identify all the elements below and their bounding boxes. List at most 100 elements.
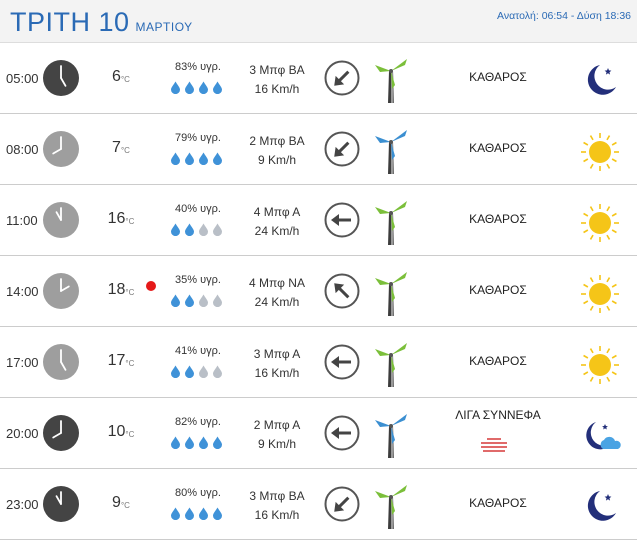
- wind-speed: 24 Km/h: [254, 295, 300, 309]
- forecast-row[interactable]: 20:00 10°C 82% υγρ. 2 Μπφ Α 9 Km/h ΛΙΓΑ Σ…: [0, 398, 637, 469]
- water-drop-icon: [199, 436, 208, 450]
- forecast-row[interactable]: 08:00 7°C 79% υγρ. 2 Μπφ ΒΑ 9 Km/h ΚΑΘΑΡΟ…: [0, 114, 637, 185]
- sun-icon: [578, 343, 622, 387]
- forecast-row[interactable]: 23:00 9°C 80% υγρ. 3 Μπφ ΒΑ 16 Km/h ΚΑΘΑΡ…: [0, 469, 637, 540]
- water-drop-icon: [199, 365, 208, 379]
- day-title: ΤΡΙΤΗ 10 ΜΑΡΤΙΟΥ: [10, 7, 193, 37]
- clock-icon: [43, 131, 79, 167]
- arrow-up-left-icon: [324, 273, 360, 309]
- humidity-label: 80% υγρ.: [175, 487, 221, 499]
- forecast-list: 05:00 6°C 83% υγρ. 3 Μπφ ΒΑ 16 Km/h ΚΑΘΑΡ…: [0, 43, 637, 540]
- temperature-value: 9: [112, 494, 121, 511]
- forecast-row[interactable]: 11:00 16°C 40% υγρ. 4 Μπφ Α 24 Km/h ΚΑΘΑΡ…: [0, 185, 637, 256]
- humidity-label: 40% υγρ.: [175, 203, 221, 215]
- arrow-left-icon: [324, 202, 360, 238]
- water-drop-icon: [213, 436, 222, 450]
- temperature-value: 16: [107, 210, 126, 227]
- time-label: 08:00: [6, 142, 39, 157]
- sun-icon: [578, 130, 622, 174]
- water-drop-icon: [199, 152, 208, 166]
- wind-info: 3 Μπφ ΒΑ 16 Km/h: [236, 61, 318, 99]
- temperature: 17°C: [100, 352, 142, 370]
- water-drop-icon: [171, 365, 180, 379]
- humidity-drops: [170, 436, 226, 450]
- time-label: 23:00: [6, 497, 39, 512]
- time-label: 17:00: [6, 355, 39, 370]
- wind-info: 2 Μπφ ΒΑ 9 Km/h: [236, 132, 318, 170]
- temperature: 9°C: [100, 494, 142, 512]
- wind-info: 4 Μπφ ΝΑ 24 Km/h: [236, 274, 318, 312]
- wind-turbine-icon: [372, 479, 410, 531]
- clock-icon: [43, 415, 79, 451]
- temperature-value: 7: [112, 139, 121, 156]
- wind-info: 4 Μπφ Α 24 Km/h: [236, 203, 318, 241]
- moon-cloud-icon: [578, 414, 622, 458]
- water-drop-icon: [185, 365, 194, 379]
- water-drop-icon: [213, 223, 222, 237]
- water-drop-icon: [185, 507, 194, 521]
- water-drop-icon: [199, 507, 208, 521]
- clock-icon: [43, 344, 79, 380]
- temperature-value: 10: [107, 423, 126, 440]
- humidity-label: 79% υγρ.: [175, 132, 221, 144]
- water-drop-icon: [171, 81, 180, 95]
- sun-icon: [578, 201, 622, 245]
- humidity-drops: [170, 81, 226, 95]
- condition-label: ΚΑΘΑΡΟΣ: [469, 354, 527, 368]
- forecast-row[interactable]: 14:00 18°C 35% υγρ. 4 Μπφ ΝΑ 24 Km/h ΚΑΘΑ…: [0, 256, 637, 327]
- wind-force: 2 Μπφ Α: [253, 418, 301, 432]
- condition-label: ΚΑΘΑΡΟΣ: [469, 212, 527, 226]
- wind-force: 3 Μπφ ΒΑ: [249, 489, 305, 503]
- humidity-label: 41% υγρ.: [175, 345, 221, 357]
- temperature: 7°C: [100, 139, 142, 157]
- condition-label: ΚΑΘΑΡΟΣ: [469, 141, 527, 155]
- wind-turbine-icon: [372, 408, 410, 460]
- water-drop-icon: [213, 81, 222, 95]
- wind-info: 2 Μπφ Α 9 Km/h: [236, 416, 318, 454]
- clock-icon: [43, 486, 79, 522]
- water-drop-icon: [185, 294, 194, 308]
- clock-icon: [43, 202, 79, 238]
- wind-info: 3 Μπφ ΒΑ 16 Km/h: [236, 487, 318, 525]
- temperature-unit: °C: [125, 430, 135, 439]
- humidity-drops: [170, 507, 226, 521]
- water-drop-icon: [213, 507, 222, 521]
- condition-label: ΛΙΓΑ ΣΥΝΝΕΦΑ: [455, 408, 541, 422]
- time-label: 14:00: [6, 284, 39, 299]
- temperature-value: 17: [107, 352, 126, 369]
- cloud-icon: [479, 435, 509, 453]
- water-drop-icon: [185, 223, 194, 237]
- clock-icon: [43, 60, 79, 96]
- temperature: 16°C: [100, 210, 142, 228]
- water-drop-icon: [199, 223, 208, 237]
- sunrise-sunset: Ανατολή: 06:54 - Δύση 18:36: [497, 10, 631, 22]
- temperature-unit: °C: [120, 146, 130, 155]
- condition-label: ΚΑΘΑΡΟΣ: [469, 70, 527, 84]
- sun-icon: [578, 272, 622, 316]
- water-drop-icon: [213, 294, 222, 308]
- water-drop-icon: [171, 507, 180, 521]
- wind-force: 4 Μπφ Α: [253, 205, 301, 219]
- water-drop-icon: [171, 223, 180, 237]
- forecast-row[interactable]: 17:00 17°C 41% υγρ. 3 Μπφ Α 16 Km/h ΚΑΘΑΡ…: [0, 327, 637, 398]
- arrow-down-left-icon: [324, 486, 360, 522]
- humidity-label: 83% υγρ.: [175, 61, 221, 73]
- wind-turbine-icon: [372, 53, 410, 105]
- wind-force: 3 Μπφ Α: [253, 347, 301, 361]
- humidity-drops: [170, 365, 226, 379]
- time-label: 11:00: [6, 213, 38, 228]
- alert-dot: [146, 281, 156, 291]
- time-label: 20:00: [6, 426, 39, 441]
- wind-force: 3 Μπφ ΒΑ: [249, 63, 305, 77]
- arrow-left-icon: [324, 344, 360, 380]
- wind-turbine-icon: [372, 266, 410, 318]
- forecast-row[interactable]: 05:00 6°C 83% υγρ. 3 Μπφ ΒΑ 16 Km/h ΚΑΘΑΡ…: [0, 43, 637, 114]
- moon-icon: [578, 59, 622, 103]
- humidity-drops: [170, 223, 226, 237]
- water-drop-icon: [213, 152, 222, 166]
- temperature: 10°C: [100, 423, 142, 441]
- wind-speed: 24 Km/h: [254, 224, 300, 238]
- wind-force: 2 Μπφ ΒΑ: [249, 134, 305, 148]
- temperature-unit: °C: [125, 288, 135, 297]
- water-drop-icon: [171, 294, 180, 308]
